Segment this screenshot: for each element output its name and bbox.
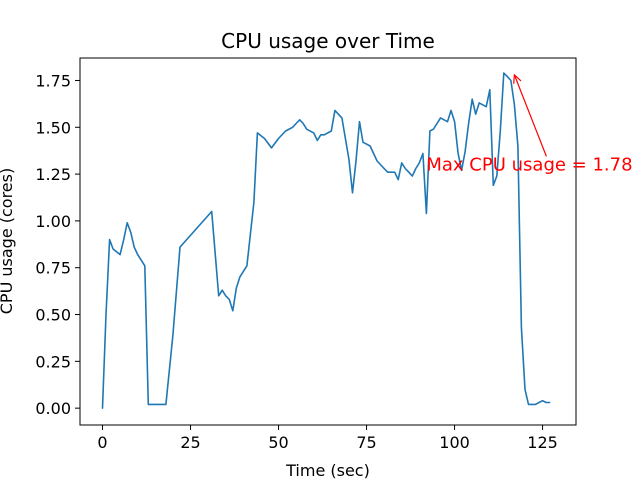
- chart-title: CPU usage over Time: [221, 29, 435, 53]
- y-tick-label: 0.50: [35, 306, 71, 325]
- y-tick-label: 0.75: [35, 259, 71, 278]
- y-axis-ticks: 0.00 0.25 0.50 0.75 1.00 1.25 1.50 1.75: [35, 71, 80, 418]
- annotation-arrowhead: [513, 73, 522, 84]
- x-axis-label: Time (sec): [285, 461, 370, 480]
- annotation-arrow: [513, 74, 547, 157]
- x-tick-label: 75: [356, 433, 376, 452]
- x-tick-label: 25: [180, 433, 200, 452]
- annotation-layer: Max CPU usage = 1.78: [426, 73, 633, 175]
- y-tick-label: 1.25: [35, 165, 71, 184]
- axes-frame: [79, 57, 577, 426]
- x-tick-label: 0: [97, 433, 107, 452]
- series-line-cpu-usage: [101, 72, 551, 409]
- y-tick-label: 1.00: [35, 212, 71, 231]
- y-tick-label: 1.50: [35, 118, 71, 137]
- x-tick-label: 100: [439, 433, 470, 452]
- y-axis-label: CPU usage (cores): [0, 168, 16, 314]
- x-tick-label: 50: [268, 433, 288, 452]
- y-tick-label: 0.00: [35, 399, 71, 418]
- annotation-max-cpu-usage: Max CPU usage = 1.78: [426, 154, 632, 175]
- plot-area: [101, 72, 551, 409]
- x-axis-ticks: 0 25 50 75 100 125: [97, 425, 558, 452]
- y-tick-label: 0.25: [35, 352, 71, 371]
- x-tick-label: 125: [527, 433, 558, 452]
- y-tick-label: 1.75: [35, 71, 71, 90]
